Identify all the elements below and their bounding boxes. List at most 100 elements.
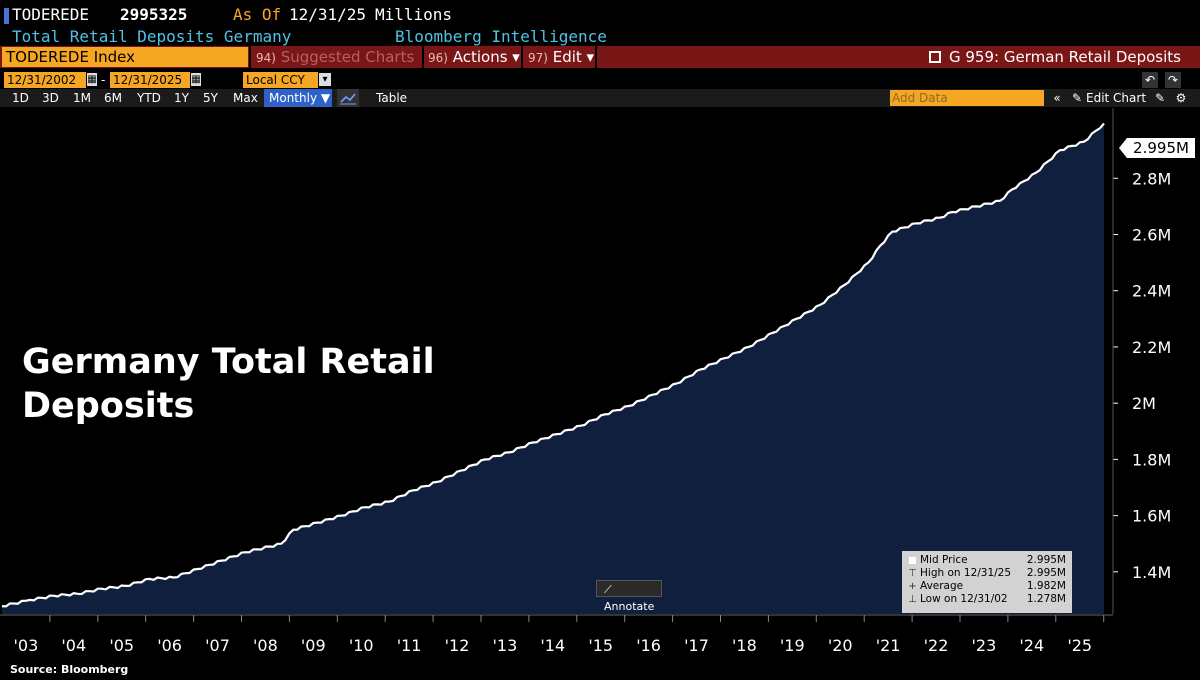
legend-row-low: ⊥ Low on 12/31/02 1.278M: [908, 593, 1066, 606]
x-tick-label: '16: [636, 636, 661, 655]
function-link[interactable]: G 959: German Retail Deposits: [929, 46, 1181, 68]
y-axis: 1.4M 1.6M 1.8M 2M 2.2M 2.4M 2.6M 2.8M: [1112, 108, 1171, 614]
x-tick-label: '09: [301, 636, 326, 655]
y-tick-label: 2.8M: [1132, 169, 1171, 188]
collapse-icon[interactable]: «: [1053, 91, 1061, 105]
high-marker-icon: ⊤: [908, 568, 917, 579]
suggested-charts-button[interactable]: 94) Suggested Charts: [256, 46, 414, 68]
x-tick-label: '18: [732, 636, 757, 655]
x-tick-label: '20: [828, 636, 853, 655]
legend-mid-label: Mid Price: [920, 554, 968, 566]
security-input[interactable]: TODEREDE Index: [2, 47, 248, 67]
dropdown-icon[interactable]: ▾: [319, 73, 331, 86]
as-of-label: As Of: [233, 5, 282, 24]
period-5y[interactable]: 5Y: [203, 91, 218, 105]
pen-square-icon[interactable]: ✎: [1154, 91, 1166, 105]
toolbar-divider: [521, 46, 523, 68]
start-date-input[interactable]: 12/31/2002: [4, 72, 86, 88]
legend-low-value: 1.278M: [1026, 593, 1066, 605]
series-area-fill: [2, 123, 1104, 615]
period-ytd[interactable]: YTD: [137, 91, 161, 105]
calendar-icon[interactable]: ▦: [191, 73, 201, 86]
period-selector-row: 1D 3D 1M 6M YTD 1Y 5Y Max Monthly ▼ Tabl…: [0, 89, 1200, 107]
chart-legend: Mid Price 2.995M ⊤ High on 12/31/25 2.99…: [902, 551, 1072, 613]
x-tick-label: '07: [205, 636, 230, 655]
units-label: Millions: [375, 5, 453, 24]
edit-chart-button[interactable]: Edit Chart: [1086, 91, 1147, 105]
table-view-button[interactable]: Table: [365, 89, 421, 107]
x-tick-label: '21: [876, 636, 901, 655]
pencil-icon[interactable]: ✎: [1071, 91, 1083, 105]
line-chart-glyph: [340, 93, 356, 105]
currency-select[interactable]: Local CCY: [243, 72, 318, 88]
low-marker-icon: ⊥: [908, 594, 917, 605]
x-tick-label: '11: [397, 636, 422, 655]
ticker-symbol: TODEREDE: [12, 5, 90, 24]
gear-icon[interactable]: ⚙: [1175, 91, 1187, 105]
add-data-input[interactable]: Add Data: [890, 90, 1044, 106]
area-chart[interactable]: 1.4M 1.6M 1.8M 2M 2.2M 2.4M 2.6M 2.8M '03 '04 '05…: [0, 108, 1200, 661]
x-tick-label: '25: [1067, 636, 1092, 655]
line-chart-icon[interactable]: [337, 89, 359, 107]
annotate-label: Annotate: [604, 600, 655, 613]
x-tick-label: '12: [445, 636, 470, 655]
edit-menu[interactable]: 97) Edit ▾: [528, 46, 594, 68]
x-tick-label: '13: [493, 636, 518, 655]
period-6m[interactable]: 6M: [104, 91, 122, 105]
x-tick-label: '06: [157, 636, 182, 655]
end-date-input[interactable]: 12/31/2025: [110, 72, 190, 88]
x-tick-label: '19: [780, 636, 805, 655]
annotate-pencil-icon: ⟋: [604, 583, 612, 596]
chart-plot-area: [1, 122, 1105, 615]
period-1d[interactable]: 1D: [12, 91, 29, 105]
average-marker-icon: +: [908, 581, 917, 592]
y-tick-label: 1.6M: [1132, 507, 1171, 526]
x-tick-label: '15: [588, 636, 613, 655]
x-tick-label: '05: [109, 636, 134, 655]
x-tick-label: '10: [349, 636, 374, 655]
series-line: [1, 122, 1105, 608]
toolbar-divider: [595, 46, 597, 68]
last-price-tag: 2.995M: [1119, 138, 1195, 158]
y-tick-label: 1.4M: [1132, 563, 1171, 582]
edit-label: Edit ▾: [552, 48, 595, 66]
last-value: 2995325: [120, 5, 188, 24]
x-tick-label: '17: [684, 636, 709, 655]
annotate-button[interactable]: ⟋ Annotate: [596, 580, 662, 613]
period-max[interactable]: Max: [233, 91, 258, 105]
calendar-icon[interactable]: ▦: [87, 73, 97, 86]
redo-icon[interactable]: ↷: [1165, 72, 1181, 88]
data-provider: Bloomberg Intelligence: [395, 27, 607, 46]
header-accent-bar: [4, 8, 9, 24]
as-of-date: 12/31/25: [289, 5, 367, 24]
legend-mid-value: 2.995M: [1026, 554, 1066, 566]
edit-number: 97): [528, 51, 548, 65]
y-tick-label: 2.6M: [1132, 226, 1171, 245]
undo-icon[interactable]: ↶: [1142, 72, 1158, 88]
actions-number: 96): [428, 51, 448, 65]
period-3d[interactable]: 3D: [42, 91, 59, 105]
actions-menu[interactable]: 96) Actions ▾: [428, 46, 520, 68]
security-header: TODEREDE 2995325 As Of 12/31/25 Millions…: [0, 0, 1200, 46]
x-axis: '03 '04 '05 '06 '07 '08 '09 '10 '11 '12 '13 '14 '15 '…: [0, 614, 1113, 655]
legend-high-label: High on 12/31/25: [920, 567, 1012, 579]
suggested-charts-number: 94): [256, 51, 276, 65]
legend-average-label: Average: [920, 580, 964, 592]
x-tick-label: '23: [972, 636, 997, 655]
suggested-charts-label: Suggested Charts: [280, 48, 415, 66]
x-tick-label: '08: [253, 636, 278, 655]
period-1y[interactable]: 1Y: [174, 91, 189, 105]
y-tick-label: 1.8M: [1132, 450, 1171, 469]
legend-high-value: 2.995M: [1026, 567, 1066, 579]
date-range-dash: -: [101, 73, 106, 87]
legend-row-high: ⊤ High on 12/31/25 2.995M: [908, 567, 1066, 580]
frequency-select[interactable]: Monthly ▼: [264, 89, 332, 107]
actions-label: Actions ▾: [452, 48, 520, 66]
legend-row-average: + Average 1.982M: [908, 580, 1066, 593]
legend-average-value: 1.982M: [1026, 580, 1066, 592]
y-tick-label: 2M: [1132, 394, 1156, 413]
chart-toolbar: TODEREDE Index 94) Suggested Charts 96) …: [0, 46, 1200, 68]
x-tick-label: '24: [1019, 636, 1044, 655]
function-label: G 959: German Retail Deposits: [949, 48, 1181, 66]
period-1m[interactable]: 1M: [73, 91, 91, 105]
